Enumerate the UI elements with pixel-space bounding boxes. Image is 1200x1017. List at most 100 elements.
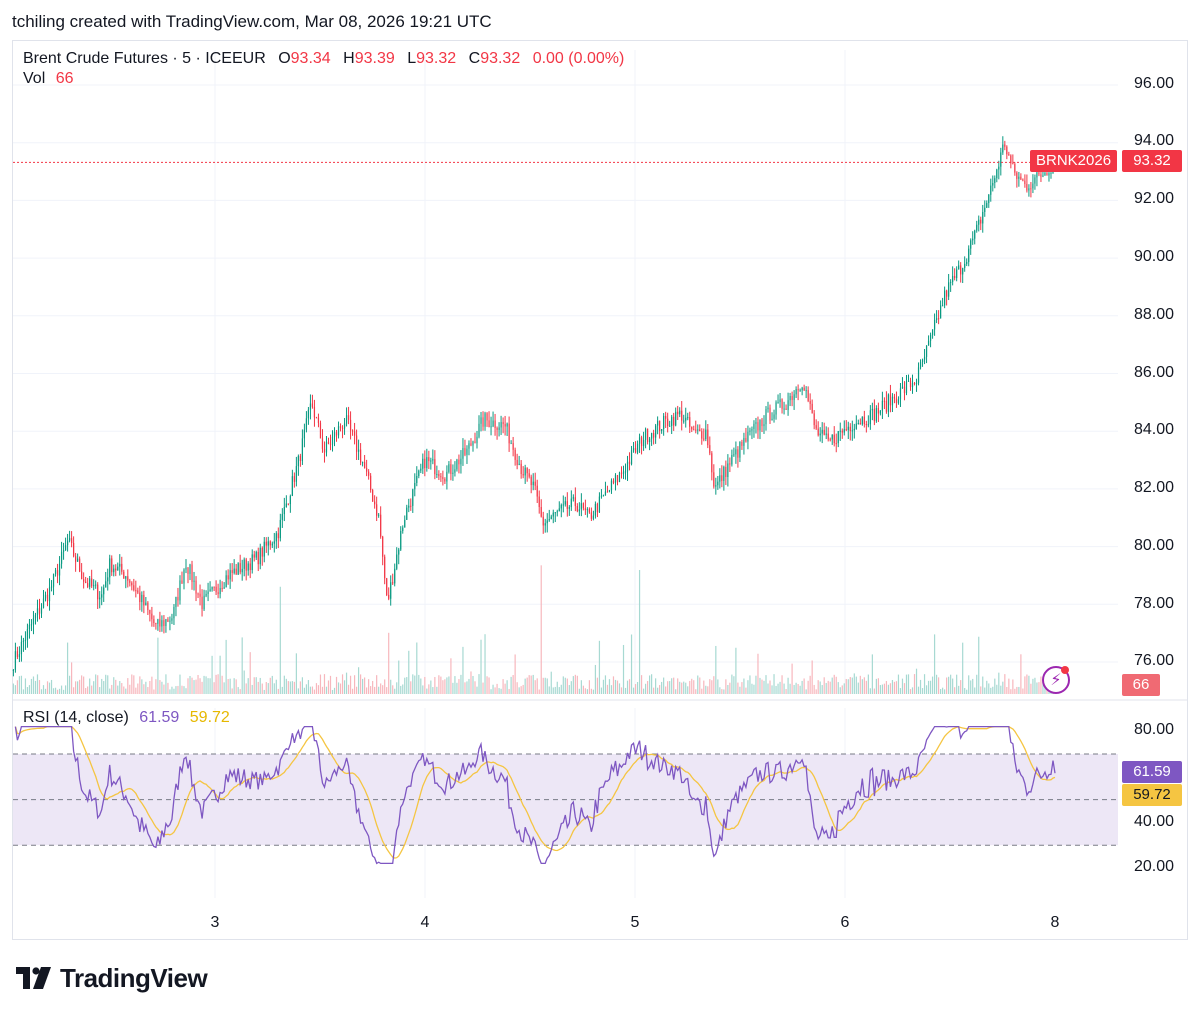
volume-bar [321,686,324,694]
volume-bar [502,679,504,694]
candle-body [699,429,701,432]
candle-body [199,593,201,597]
candle-body [97,584,99,600]
candle-body [1020,176,1022,180]
volume-bar [28,685,31,694]
volume-bar [861,679,863,694]
candle-body [1050,172,1052,174]
candle-body [450,464,452,474]
candle-body [14,651,17,670]
volume-bar [125,688,127,694]
volume-bar [723,689,725,694]
volume-bar [105,674,107,694]
rsi-tick-40: 40.00 [1133,813,1174,830]
candle-body [99,597,101,600]
volume-bar [648,675,651,694]
candle-body [835,443,837,445]
candle-body [400,531,402,550]
candle-body [865,423,867,425]
candle-body [711,453,713,473]
symbol-legend[interactable]: Brent Crude Futures · 5 · ICEEUR O93.34 … [23,48,624,70]
candle-body [733,454,735,456]
symbol-title[interactable]: Brent Crude Futures · 5 · ICEEUR [23,50,266,67]
volume-bar [91,685,93,694]
volume-bar [472,675,474,694]
volume-bar [14,685,17,694]
volume-bar [480,639,482,694]
candle-body [646,428,649,443]
volume-bar [315,683,318,694]
volume-bar [97,675,99,694]
volume-bar [783,683,785,694]
volume-bar [151,676,153,694]
volume-bar [227,679,229,694]
volume-bar [811,660,813,694]
candle-body [68,538,71,541]
volume-bar [293,681,295,694]
volume-bar [36,674,39,694]
volume-bar [370,686,372,694]
candle-body [703,438,705,440]
candle-body [564,501,566,505]
volume-bar [843,683,845,694]
volume-bar [520,686,522,694]
candle-body [103,587,105,595]
volume-bar [209,678,211,694]
candle-body [424,458,426,469]
candle-body [592,515,595,519]
candle-body [980,219,982,224]
volume-bar [905,674,908,694]
volume-bar [729,682,731,694]
candle-body [197,593,199,595]
candle-body [327,441,330,444]
volume-bar [622,644,625,694]
candle-body [958,265,960,270]
chart-frame[interactable] [12,40,1188,940]
candle-body [16,651,19,658]
candle-body [689,417,691,427]
volume-bar [578,688,580,694]
volume-bar [833,674,835,694]
candle-body [811,403,813,414]
volume-bar [731,674,733,694]
candle-body [422,458,424,469]
candle-body [817,428,819,436]
candle-body [799,390,801,392]
volume-bar [915,668,918,694]
candle-body [783,408,785,410]
candle-body [925,345,928,357]
rsi-legend[interactable]: RSI (14, close) 61.59 59.72 [23,709,230,727]
volume-bar [721,689,723,694]
tradingview-logo[interactable]: TradingView [16,962,208,994]
volume-bar [223,682,225,694]
candle-body [713,472,715,487]
candle-body [241,568,243,573]
volume-bar [285,678,287,694]
candle-body [221,588,223,590]
volume-bar [163,684,165,694]
candle-body [1008,154,1010,156]
volume-legend[interactable]: Vol 66 [23,70,74,88]
candle-body [931,329,934,335]
candle-body [749,430,751,432]
candle-body [681,410,683,421]
candle-body [526,467,528,474]
volume-bar [871,654,873,694]
candle-body [259,547,261,565]
candle-body [520,463,522,475]
candle-body [891,396,894,406]
volume-bar [434,677,436,694]
candle-body [881,400,884,411]
volume-bar [600,687,603,694]
candle-body [366,468,368,472]
volume-bar [253,677,255,694]
volume-bar [618,683,621,694]
candle-body [22,640,25,642]
volume-bar [695,689,697,694]
volume-bar [935,674,938,694]
candle-body [498,427,500,431]
volume-bar [458,679,460,694]
candle-body [52,573,55,587]
candle-body [948,282,950,297]
